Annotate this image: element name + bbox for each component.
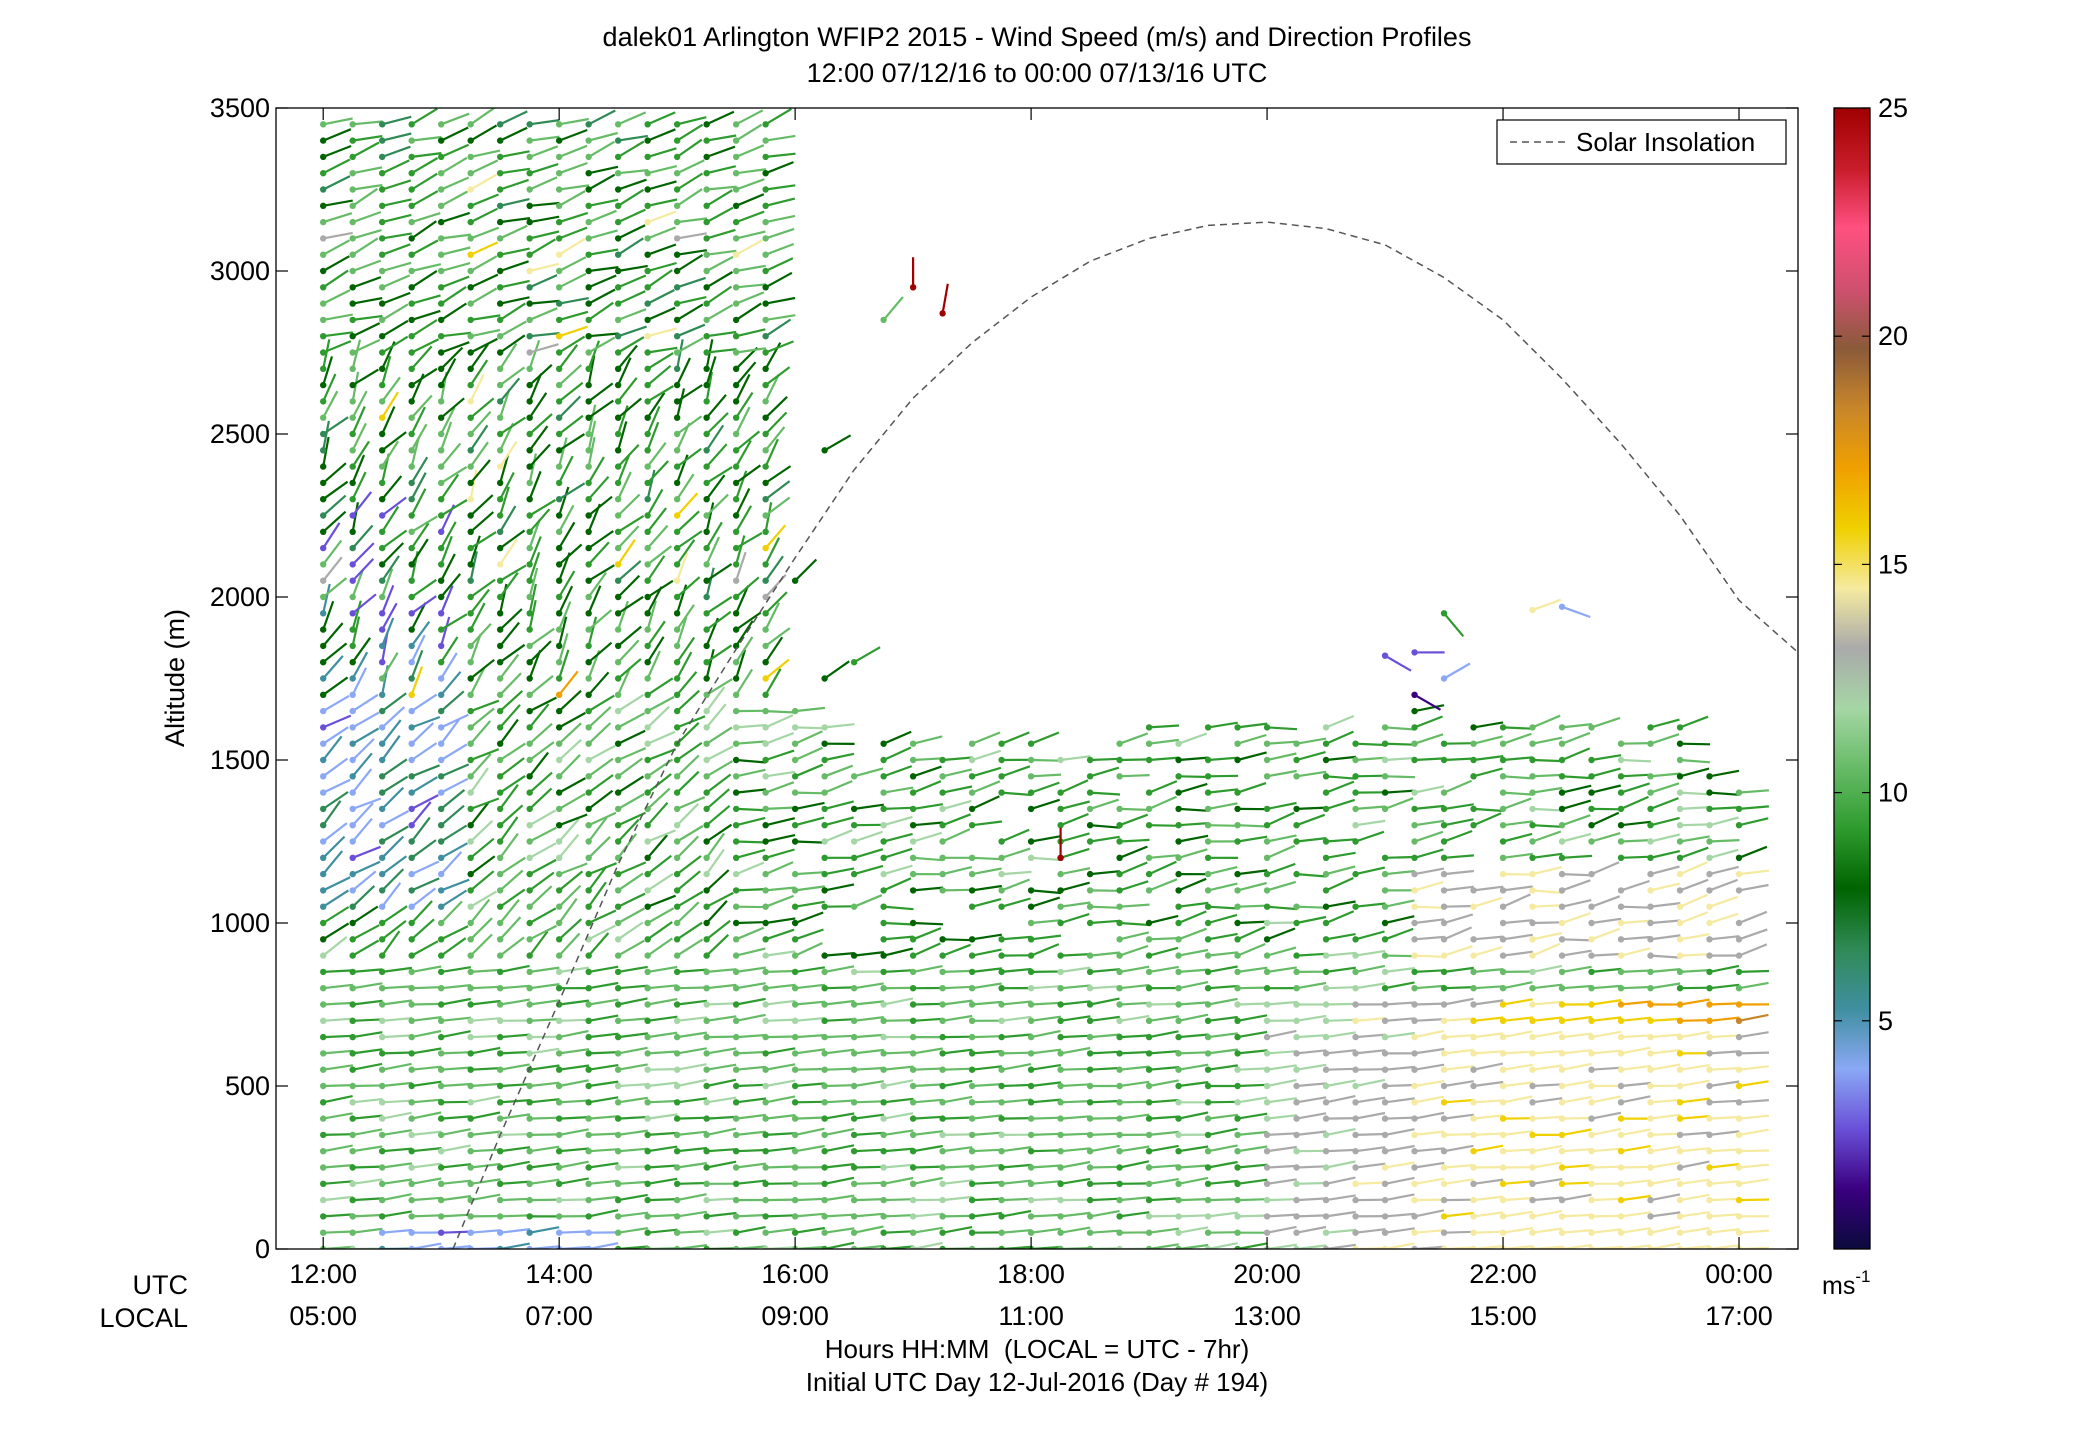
x-tick-label-local: 05:00 — [289, 1301, 357, 1331]
x-tick-label-utc: 22:00 — [1469, 1259, 1537, 1289]
y-tick-label: 3000 — [210, 256, 270, 286]
x-tick-label-local: 15:00 — [1469, 1301, 1537, 1331]
y-axis-label: Altitude (m) — [160, 609, 190, 747]
colorbar-tick-label: 10 — [1878, 778, 1908, 808]
y-tick-label: 3500 — [210, 93, 270, 123]
legend: Solar Insolation — [1497, 120, 1786, 164]
x-tick-label-utc: 00:00 — [1705, 1259, 1773, 1289]
x-tick-label-local: 07:00 — [525, 1301, 593, 1331]
x-tick-label-local: 09:00 — [761, 1301, 829, 1331]
x-tick-label-utc: 14:00 — [525, 1259, 593, 1289]
chart-subtitle: 12:00 07/12/16 to 00:00 07/13/16 UTC — [807, 58, 1268, 88]
x-axis-label-2: Initial UTC Day 12-Jul-2016 (Day # 194) — [806, 1367, 1268, 1397]
colorbar-tick-label: 25 — [1878, 93, 1908, 123]
colorbar-unit-exponent: -1 — [1855, 1267, 1870, 1286]
legend-label: Solar Insolation — [1576, 127, 1755, 157]
x-tick-label-utc: 16:00 — [761, 1259, 829, 1289]
y-tick-label: 0 — [255, 1234, 270, 1264]
x-tick-label-utc: 18:00 — [997, 1259, 1065, 1289]
colorbar-tick-label: 15 — [1878, 549, 1908, 579]
local-row-label: LOCAL — [99, 1303, 188, 1333]
utc-row-label: UTC — [133, 1270, 189, 1300]
x-tick-label-utc: 12:00 — [289, 1259, 357, 1289]
colorbar-fill — [1834, 108, 1870, 1249]
x-tick-label-local: 17:00 — [1705, 1301, 1773, 1331]
colorbar: 5 10 15 20 25 ms-1 — [1822, 93, 1908, 1300]
y-tick-label: 500 — [225, 1071, 270, 1101]
colorbar-tick-label: 5 — [1878, 1006, 1893, 1036]
chart-title: dalek01 Arlington WFIP2 2015 - Wind Spee… — [603, 22, 1472, 52]
x-tick-label-local: 11:00 — [998, 1301, 1064, 1331]
y-tick-label: 2500 — [210, 419, 270, 449]
colorbar-tick-label: 20 — [1878, 321, 1908, 351]
y-tick-label: 1500 — [210, 745, 270, 775]
y-tick-label: 1000 — [210, 908, 270, 938]
x-tick-label-utc: 20:00 — [1233, 1259, 1301, 1289]
y-tick-label: 2000 — [210, 582, 270, 612]
x-tick-label-local: 13:00 — [1233, 1301, 1301, 1331]
x-axis-label: Hours HH:MM (LOCAL = UTC - 7hr) — [825, 1334, 1249, 1364]
colorbar-unit: ms-1 — [1822, 1267, 1870, 1300]
plot-area-background — [276, 108, 1798, 1249]
colorbar-unit-base: ms — [1822, 1272, 1855, 1300]
